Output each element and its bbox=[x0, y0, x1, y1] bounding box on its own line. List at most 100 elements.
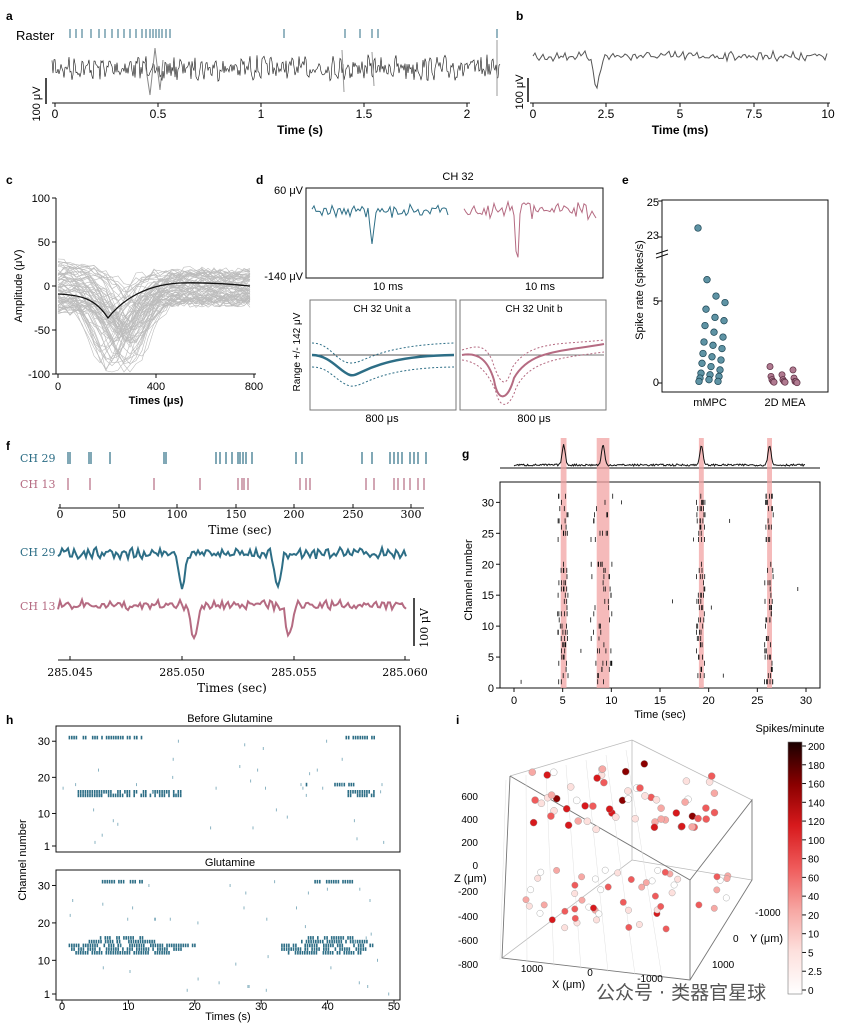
raster-spike-block bbox=[361, 735, 364, 740]
panel-h-xlabel: Times (s) bbox=[205, 1011, 250, 1023]
panel-i-ztick: -800 bbox=[458, 960, 478, 971]
panel-b-xtick: 0 bbox=[530, 107, 537, 121]
panel-i-xtick: -1000 bbox=[637, 974, 663, 985]
raster-spike-block bbox=[168, 943, 171, 948]
raster-spike-block bbox=[154, 943, 157, 948]
raster-spike-block bbox=[168, 951, 170, 955]
panel-i-grid bbox=[545, 769, 555, 967]
raster-spike-block bbox=[140, 735, 143, 740]
raster-spike-sparse bbox=[330, 966, 332, 970]
panel-label-b: b bbox=[516, 9, 523, 23]
panel-e-group-label: mMPC bbox=[693, 397, 727, 409]
raster-spike-block bbox=[133, 793, 135, 798]
electrode-sphere bbox=[682, 777, 691, 785]
raster-spike-block bbox=[360, 947, 362, 951]
panel-c-xtick: 400 bbox=[147, 381, 165, 393]
raster-spike-block bbox=[82, 951, 84, 955]
raster-spike-block bbox=[338, 939, 340, 944]
raster-spike-block bbox=[329, 943, 332, 948]
electrode-sphere bbox=[522, 896, 530, 904]
raster-spike-block bbox=[147, 951, 149, 955]
raster-spike-block bbox=[129, 943, 131, 948]
raster-spike-block bbox=[154, 793, 156, 798]
scatter-point-mmpc bbox=[701, 321, 709, 330]
raster-spike-sparse bbox=[102, 966, 104, 970]
raster-spike-block bbox=[125, 936, 127, 940]
raster-spike-block bbox=[355, 947, 358, 951]
raster-spike-block bbox=[90, 939, 93, 944]
raster-spike-block bbox=[161, 951, 163, 955]
raster-spike-block bbox=[340, 939, 343, 944]
raster-spike-block bbox=[138, 947, 140, 951]
raster-spike-sparse bbox=[99, 793, 101, 797]
raster-spike-block bbox=[339, 943, 341, 948]
raster-spike-block bbox=[363, 793, 366, 798]
raster-spike-block bbox=[145, 793, 147, 798]
raster-spike-sparse bbox=[388, 992, 390, 996]
raster-spike-block bbox=[104, 936, 107, 940]
panel-h-xtick: 30 bbox=[255, 1001, 267, 1013]
raster-spike-block bbox=[80, 947, 82, 951]
electrode-sphere bbox=[561, 907, 569, 915]
electrode-sphere bbox=[567, 783, 575, 791]
raster-spike-block bbox=[338, 951, 341, 955]
raster-spike-block bbox=[357, 943, 360, 948]
raster-spike-block bbox=[356, 939, 359, 944]
raster-spike-block bbox=[288, 943, 290, 948]
raster-spike-block bbox=[173, 943, 175, 948]
raster-spike-block bbox=[161, 790, 163, 794]
raster-spike-block bbox=[122, 947, 124, 951]
raster-spike-block bbox=[116, 936, 118, 940]
panel-c-waveform bbox=[57, 261, 251, 302]
raster-spike-block bbox=[281, 943, 283, 948]
raster-spike-block bbox=[94, 947, 96, 951]
raster-spike-block bbox=[305, 782, 308, 787]
panel-i-ztick: -600 bbox=[458, 936, 478, 947]
raster-spike-sparse bbox=[245, 891, 247, 895]
raster-spike-block bbox=[330, 879, 333, 884]
raster-spike-block bbox=[332, 943, 334, 948]
raster-spike-block bbox=[177, 943, 180, 948]
panel-f-xlabel-1: Time (sec) bbox=[208, 523, 271, 537]
raster-spike-block bbox=[109, 939, 112, 944]
raster-spike-sparse bbox=[102, 902, 104, 906]
raster-spike-block bbox=[346, 879, 349, 884]
raster-spike-block bbox=[326, 936, 328, 940]
panel-h-xtick: 10 bbox=[122, 1001, 134, 1013]
scatter-point-mmpc bbox=[699, 349, 707, 358]
raster-spike-block bbox=[105, 790, 108, 794]
scatter-point-2dmea bbox=[770, 378, 778, 386]
scatter-point-mmpc bbox=[694, 224, 702, 232]
scatter-point-mmpc bbox=[711, 313, 719, 322]
electrode-sphere bbox=[528, 768, 536, 776]
raster-spike-sparse bbox=[148, 884, 150, 887]
electrode-sphere bbox=[710, 904, 718, 912]
raster-spike-sparse bbox=[267, 955, 269, 959]
raster-spike-block bbox=[142, 951, 145, 955]
electrode-sphere bbox=[571, 905, 579, 913]
raster-spike-block bbox=[165, 951, 168, 955]
electrode-sphere bbox=[597, 886, 605, 894]
raster-spike-block bbox=[323, 936, 326, 940]
raster-spike-block bbox=[327, 951, 329, 955]
raster-spike-block bbox=[119, 735, 122, 740]
raster-spike-block bbox=[339, 947, 341, 951]
raster-spike-sparse bbox=[112, 819, 114, 823]
electrode-sphere bbox=[548, 916, 556, 924]
raster-spike-block bbox=[322, 951, 325, 955]
raster-spike-block bbox=[156, 790, 159, 794]
raster-spike-block bbox=[140, 947, 143, 951]
panel-f-trace-ch-a: CH 29 bbox=[20, 546, 56, 559]
raster-spike-block bbox=[89, 790, 91, 794]
raster-spike-block bbox=[84, 951, 87, 955]
raster-spike-block bbox=[341, 947, 344, 951]
raster-spike-block bbox=[100, 790, 103, 794]
raster-spike-block bbox=[361, 790, 364, 794]
raster-spike-block bbox=[100, 793, 103, 798]
electrode-sphere bbox=[593, 774, 601, 782]
raster-spike-block bbox=[308, 939, 310, 944]
raster-spike-block bbox=[322, 939, 324, 944]
panel-label-c: c bbox=[6, 173, 13, 187]
raster-spike-block bbox=[133, 951, 135, 955]
